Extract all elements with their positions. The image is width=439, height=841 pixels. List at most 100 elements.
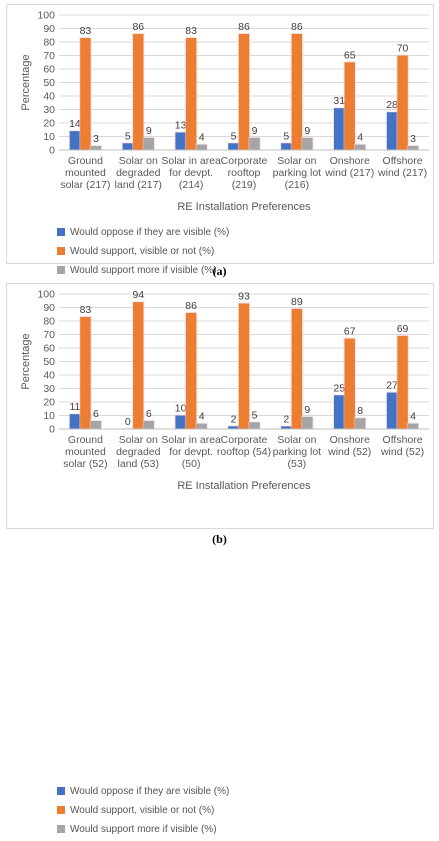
data-label: 4 (199, 411, 205, 423)
x-tick-label: for devpt. (169, 167, 213, 179)
data-label: 31 (333, 95, 345, 107)
x-tick-label: (214) (179, 179, 204, 191)
data-label: 13 (175, 119, 187, 131)
bar (143, 137, 155, 150)
y-tick-label: 50 (43, 356, 55, 368)
y-tick-label: 80 (43, 316, 55, 328)
y-tick-label: 40 (43, 91, 55, 103)
x-tick-label: (216) (285, 179, 310, 191)
bar (90, 145, 102, 150)
x-tick-label: (50) (182, 458, 201, 470)
legend-item: Would support more if visible (%) (57, 263, 229, 277)
y-tick-label: 0 (49, 424, 55, 436)
y-tick-label: 10 (43, 131, 55, 143)
bar (407, 423, 419, 429)
y-tick-label: 30 (43, 383, 55, 395)
data-label: 4 (410, 411, 416, 423)
y-tick-label: 90 (43, 23, 55, 35)
bar (281, 143, 292, 150)
y-tick-label: 30 (43, 104, 55, 116)
bar (344, 62, 355, 150)
x-tick-label: parking lot (273, 446, 322, 458)
data-label: 9 (304, 125, 310, 137)
bar (185, 312, 197, 429)
bar (249, 137, 260, 150)
legend-swatch (57, 266, 65, 274)
data-label: 89 (291, 296, 303, 308)
y-tick-label: 100 (37, 289, 55, 301)
x-tick-label: land (53) (118, 458, 159, 470)
data-label: 25 (333, 382, 345, 394)
bar (397, 335, 408, 429)
chart-panel-b: 0 10 20 30 40 50 60 70 80 90 100 Percentage 11 83 6 Gro… (6, 283, 434, 835)
data-label: 65 (344, 49, 356, 61)
bar (228, 143, 239, 150)
x-tick-label: Offshore (383, 155, 423, 167)
x-tick-label: solar (217) (60, 179, 110, 191)
x-tick-label: degraded (116, 446, 161, 458)
y-tick-label: 40 (43, 370, 55, 382)
bar (291, 308, 303, 429)
bar (69, 414, 81, 429)
x-tick-label: Ground (68, 434, 103, 446)
x-tick-label: degraded (116, 167, 161, 179)
x-tick-label: Solar on (277, 155, 316, 167)
data-label: 28 (386, 99, 398, 111)
data-label: 3 (410, 133, 416, 145)
legend-label: Would support more if visible (%) (70, 823, 217, 835)
bar (397, 55, 408, 150)
figure-caption-a: (a) (212, 264, 227, 278)
bar (228, 426, 239, 429)
data-label: 27 (386, 380, 398, 392)
data-label: 8 (357, 405, 363, 417)
x-tick-label: wind (217) (377, 167, 427, 179)
bar (344, 338, 355, 429)
data-label: 69 (397, 323, 409, 335)
x-tick-label: Offshore (383, 434, 423, 446)
data-label: 86 (132, 21, 144, 33)
legend-label: Would support, visible or not (%) (70, 804, 215, 816)
x-tick-label: Solar on (119, 434, 158, 446)
x-tick-label: Ground (68, 155, 103, 167)
data-label: 2 (283, 413, 289, 425)
y-tick-label: 10 (43, 410, 55, 422)
bar (80, 37, 91, 151)
y-tick-label: 90 (43, 302, 55, 314)
legend-item: Would support more if visible (%) (57, 822, 229, 836)
y-axis-title: Percentage (20, 54, 32, 110)
data-label: 3 (93, 133, 99, 145)
bar (69, 131, 81, 150)
bar (238, 33, 250, 150)
x-tick-label: parking lot (273, 167, 322, 179)
data-label: 6 (93, 408, 99, 420)
legend-label: Would support more if visible (%) (70, 264, 217, 276)
legend-item: Would support, visible or not (%) (57, 803, 229, 817)
x-tick-label: Corporate (221, 155, 268, 167)
bar (122, 143, 134, 150)
data-label: 5 (231, 130, 237, 142)
legend-swatch (57, 247, 65, 255)
x-tick-label: mounted (65, 446, 106, 458)
x-tick-label: Solar on (119, 155, 158, 167)
x-tick-label: wind (217) (324, 167, 374, 179)
data-label: 83 (185, 25, 197, 37)
data-label: 86 (185, 300, 197, 312)
legend-swatch (57, 825, 65, 833)
bar (333, 395, 345, 429)
bar-chart-b: 0102030405060708090100Percentage11836Gro… (20, 289, 429, 492)
y-tick-label: 80 (43, 37, 55, 49)
x-tick-label: Onshore (330, 434, 370, 446)
y-tick-label: 70 (43, 50, 55, 62)
x-tick-label: Corporate (221, 434, 268, 446)
legend-b: Would oppose if they are visible (%) Woul… (57, 784, 229, 841)
bar (386, 112, 398, 150)
bar (196, 423, 207, 429)
data-label: 86 (291, 21, 303, 33)
x-axis-title: RE Installation Preferences (177, 480, 311, 492)
legend-label: Would oppose if they are visible (%) (70, 785, 230, 797)
y-tick-label: 50 (43, 77, 55, 89)
bar (302, 137, 313, 150)
bar (281, 426, 292, 429)
x-tick-label: solar (52) (63, 458, 107, 470)
x-tick-label: (53) (288, 458, 307, 470)
